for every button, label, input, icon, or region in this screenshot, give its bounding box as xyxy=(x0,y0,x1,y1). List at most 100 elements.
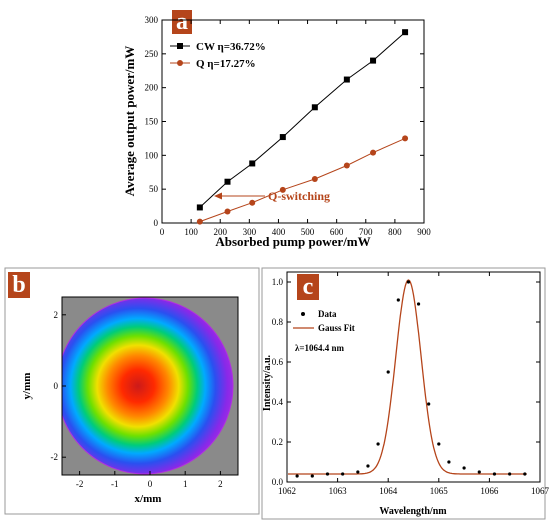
series-cw-point xyxy=(224,178,231,185)
panel-c-legend: Data Gauss Fit λ=1064.4 nm xyxy=(293,309,355,353)
panel-b-xtick-label: 2 xyxy=(218,479,223,489)
data-point xyxy=(427,402,431,406)
panel-a-ytick-label: 100 xyxy=(145,150,159,160)
legend-cw-label: CW η=36.72% xyxy=(196,41,266,53)
panel-b-border xyxy=(4,267,260,515)
series-q-point xyxy=(370,149,377,156)
data-point xyxy=(366,464,370,468)
panel-a-ytick-label: 300 xyxy=(145,15,159,25)
legend-data-label: Data xyxy=(318,309,337,319)
data-point xyxy=(310,474,314,478)
data-point xyxy=(416,302,421,306)
panel-c-ytick-label: 0.0 xyxy=(272,477,284,487)
panel-c: c 1062 1063 1064 1065 1066 1067 0.0 0.2 0.4 0.6 0.… xyxy=(261,267,550,520)
panel-a-xtick-label: 800 xyxy=(388,227,402,237)
panel-a-xtick-label: 500 xyxy=(301,227,315,237)
panel-b-ytick-label: 2 xyxy=(54,310,59,320)
panel-b-xtick-label: -1 xyxy=(111,479,119,489)
series-cw-point xyxy=(311,104,318,111)
panel-c-xtick-label: 1063 xyxy=(329,486,348,496)
panel-c-ytick-label: 0.2 xyxy=(272,437,283,447)
data-point xyxy=(295,474,299,478)
data-point xyxy=(437,442,441,446)
panel-a-ytick-label: 50 xyxy=(149,184,159,194)
series-cw-line xyxy=(199,31,406,208)
panel-c-xtick-label: 1065 xyxy=(430,486,449,496)
panel-a-legend: CW η=36.72% Q η=17.27% xyxy=(170,41,266,70)
data-point xyxy=(523,472,527,476)
panel-c-frame xyxy=(286,271,541,483)
panel-b-xtick-label: -2 xyxy=(76,479,84,489)
panel-a-ytick-label: 150 xyxy=(145,117,159,127)
q-switching-annotation: Q-switching xyxy=(214,189,330,203)
panel-a-xtick-label: 700 xyxy=(359,227,373,237)
panel-a-xlabel: Absorbed pump power/mW xyxy=(215,234,370,249)
panel-c-border xyxy=(261,267,546,520)
panel-b-ytick-label: 0 xyxy=(54,381,59,391)
panel-b-ylabel: y/mm xyxy=(21,373,33,400)
panel-a: a 0 100 200 300 400 500 600 700 800 900 0 50 100 150 2… xyxy=(122,9,431,249)
panel-a-xtick-label: 400 xyxy=(272,227,286,237)
legend-q-marker xyxy=(177,60,183,66)
panel-a-ytick-label: 200 xyxy=(145,83,159,93)
data-point xyxy=(447,460,451,464)
panel-c-ytick-label: 0.8 xyxy=(272,317,284,327)
panel-a-ticks: 0 100 200 300 400 500 600 700 800 900 0 50 100 150 200… xyxy=(145,15,432,237)
series-cw-point xyxy=(249,160,256,167)
beam-profile xyxy=(62,297,234,475)
panel-a-frame xyxy=(161,19,425,224)
data-point xyxy=(492,472,497,476)
data-point xyxy=(376,442,380,446)
panel-a-xtick-label: 200 xyxy=(213,227,227,237)
series-q-point xyxy=(402,135,409,142)
series-q-point xyxy=(311,176,318,183)
data-point xyxy=(341,472,345,476)
legend-q-label: Q η=17.27% xyxy=(196,58,256,70)
panel-letter-a-box xyxy=(172,10,192,34)
beam-spot xyxy=(62,297,234,475)
panel-c-marks xyxy=(288,279,527,478)
series-q-point xyxy=(224,208,231,215)
data-point xyxy=(325,472,330,476)
wavelength-annotation: λ=1064.4 nm xyxy=(295,343,345,353)
panel-a-xtick-label: 900 xyxy=(417,227,431,237)
panel-c-ytick-label: 1.0 xyxy=(272,277,284,287)
data-point xyxy=(508,472,512,476)
data-point xyxy=(462,466,466,470)
legend-cw-marker xyxy=(177,43,183,49)
panel-b-xlabel: x/mm xyxy=(135,493,162,505)
series-q-point xyxy=(343,162,350,169)
panel-b-ticks: -2 -1 0 1 2 -2 0 2 xyxy=(51,310,223,489)
series-cw-point xyxy=(370,57,377,64)
series-cw-point xyxy=(402,29,409,36)
panel-a-xtick-label: 600 xyxy=(330,227,344,237)
panel-c-ytick-label: 0.6 xyxy=(272,357,284,367)
panel-c-ytick-label: 0.4 xyxy=(272,397,284,407)
panel-c-xtick-label: 1064 xyxy=(379,486,398,496)
panel-letter-b: b xyxy=(12,272,25,298)
panel-a-xtick-label: 300 xyxy=(243,227,257,237)
panel-c-ticks: 1062 1063 1064 1065 1066 1067 0.0 0.2 0.4 0.6 0.8 1… xyxy=(272,272,550,496)
series-cw-point xyxy=(343,76,350,83)
panel-c-xlabel: Wavelength/nm xyxy=(379,506,447,517)
series-cw-point xyxy=(279,134,286,141)
series-q-point xyxy=(196,218,203,225)
panel-c-xtick-label: 1067 xyxy=(531,486,550,496)
panel-letter-c-box xyxy=(297,274,319,300)
panel-letter-b-box xyxy=(8,272,30,298)
panel-a-marks xyxy=(196,29,409,225)
legend-data-marker xyxy=(301,312,305,316)
panel-c-ylabel: Intensity/a.u. xyxy=(262,354,273,411)
series-q-point xyxy=(249,199,256,206)
panel-c-xtick-label: 1062 xyxy=(278,486,296,496)
series-cw-point xyxy=(196,204,203,211)
panel-a-ytick-label: 0 xyxy=(154,218,159,228)
series-q-point xyxy=(279,186,286,193)
q-switching-arrowhead xyxy=(214,192,222,200)
legend-gauss-label: Gauss Fit xyxy=(318,323,355,333)
panel-c-xtick-label: 1066 xyxy=(480,486,499,496)
panel-letter-a: a xyxy=(176,9,188,35)
panel-b: b -2 -1 0 1 2 -2 0 2 x/mm y/mm xyxy=(4,267,260,515)
data-point xyxy=(396,298,400,302)
